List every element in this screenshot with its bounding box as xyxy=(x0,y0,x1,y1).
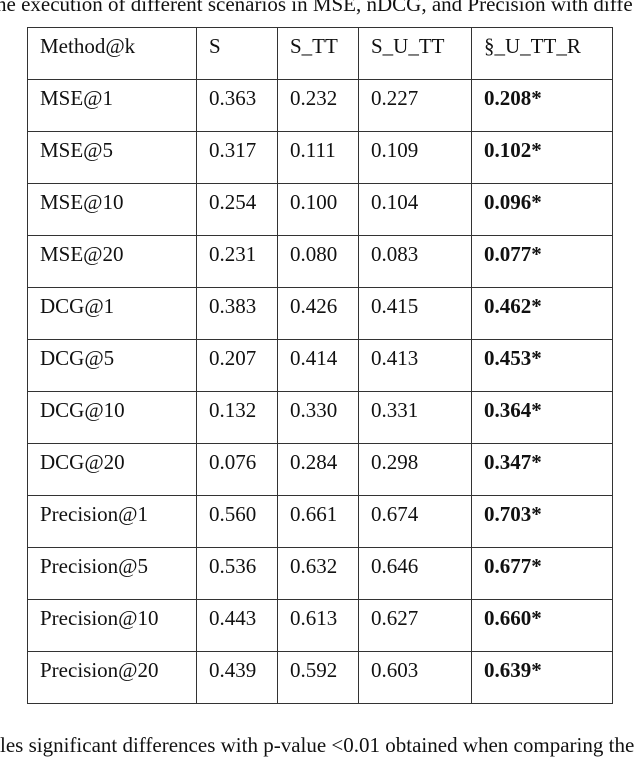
table-row: DCG@10 0.132 0.330 0.331 0.364* xyxy=(27,391,613,444)
table-row: Precision@1 0.560 0.661 0.674 0.703* xyxy=(27,495,613,548)
method-cell: MSE@20 xyxy=(27,235,197,288)
value-cell: 0.080 xyxy=(277,235,359,288)
method-cell: DCG@5 xyxy=(27,339,197,392)
table-row: DCG@1 0.383 0.426 0.415 0.462* xyxy=(27,287,613,340)
value-cell: 0.413 xyxy=(358,339,472,392)
value-cell: 0.298 xyxy=(358,443,472,496)
value-cell: 0.232 xyxy=(277,79,359,132)
value-cell: 0.613 xyxy=(277,599,359,652)
value-cell: 0.560 xyxy=(196,495,278,548)
header-method: Method@k xyxy=(27,27,197,80)
table-row: MSE@10 0.254 0.100 0.104 0.096* xyxy=(27,183,613,236)
table-caption: he execution of different scenarios in M… xyxy=(0,0,633,16)
value-cell: 0.646 xyxy=(358,547,472,600)
best-value-cell: 0.453* xyxy=(471,339,613,392)
table-row: Precision@5 0.536 0.632 0.646 0.677* xyxy=(27,547,613,600)
value-cell: 0.100 xyxy=(277,183,359,236)
best-value-cell: 0.102* xyxy=(471,131,613,184)
value-cell: 0.111 xyxy=(277,131,359,184)
method-cell: Precision@1 xyxy=(27,495,197,548)
value-cell: 0.603 xyxy=(358,651,472,704)
value-cell: 0.592 xyxy=(277,651,359,704)
method-cell: DCG@10 xyxy=(27,391,197,444)
value-cell: 0.383 xyxy=(196,287,278,340)
results-table: Method@k S S_TT S_U_TT §_U_TT_R MSE@1 0.… xyxy=(27,27,613,704)
best-value-cell: 0.677* xyxy=(471,547,613,600)
table-row: DCG@20 0.076 0.284 0.298 0.347* xyxy=(27,443,613,496)
best-value-cell: 0.639* xyxy=(471,651,613,704)
footnote-text: les significant differences with p-value… xyxy=(0,733,635,757)
header-row: Method@k S S_TT S_U_TT §_U_TT_R xyxy=(27,27,613,80)
value-cell: 0.415 xyxy=(358,287,472,340)
table-row: Precision@10 0.443 0.613 0.627 0.660* xyxy=(27,599,613,652)
method-cell: DCG@1 xyxy=(27,287,197,340)
value-cell: 0.426 xyxy=(277,287,359,340)
value-cell: 0.207 xyxy=(196,339,278,392)
value-cell: 0.317 xyxy=(196,131,278,184)
value-cell: 0.536 xyxy=(196,547,278,600)
value-cell: 0.331 xyxy=(358,391,472,444)
table-row: DCG@5 0.207 0.414 0.413 0.453* xyxy=(27,339,613,392)
value-cell: 0.104 xyxy=(358,183,472,236)
header-s-tt: S_TT xyxy=(277,27,359,80)
value-cell: 0.439 xyxy=(196,651,278,704)
value-cell: 0.076 xyxy=(196,443,278,496)
value-cell: 0.363 xyxy=(196,79,278,132)
best-value-cell: 0.208* xyxy=(471,79,613,132)
method-cell: MSE@10 xyxy=(27,183,197,236)
value-cell: 0.231 xyxy=(196,235,278,288)
method-cell: Precision@10 xyxy=(27,599,197,652)
value-cell: 0.632 xyxy=(277,547,359,600)
best-value-cell: 0.347* xyxy=(471,443,613,496)
value-cell: 0.109 xyxy=(358,131,472,184)
method-cell: Precision@20 xyxy=(27,651,197,704)
header-s: S xyxy=(196,27,278,80)
method-cell: MSE@1 xyxy=(27,79,197,132)
header-s-u-tt-r: §_U_TT_R xyxy=(471,27,613,80)
value-cell: 0.284 xyxy=(277,443,359,496)
value-cell: 0.083 xyxy=(358,235,472,288)
value-cell: 0.132 xyxy=(196,391,278,444)
best-value-cell: 0.703* xyxy=(471,495,613,548)
best-value-cell: 0.096* xyxy=(471,183,613,236)
method-cell: DCG@20 xyxy=(27,443,197,496)
value-cell: 0.661 xyxy=(277,495,359,548)
value-cell: 0.330 xyxy=(277,391,359,444)
method-cell: MSE@5 xyxy=(27,131,197,184)
value-cell: 0.674 xyxy=(358,495,472,548)
header-s-u-tt: S_U_TT xyxy=(358,27,472,80)
best-value-cell: 0.660* xyxy=(471,599,613,652)
value-cell: 0.254 xyxy=(196,183,278,236)
table-row: Precision@20 0.439 0.592 0.603 0.639* xyxy=(27,651,613,704)
method-cell: Precision@5 xyxy=(27,547,197,600)
value-cell: 0.627 xyxy=(358,599,472,652)
table-row: MSE@5 0.317 0.111 0.109 0.102* xyxy=(27,131,613,184)
best-value-cell: 0.077* xyxy=(471,235,613,288)
best-value-cell: 0.364* xyxy=(471,391,613,444)
table-row: MSE@1 0.363 0.232 0.227 0.208* xyxy=(27,79,613,132)
best-value-cell: 0.462* xyxy=(471,287,613,340)
value-cell: 0.227 xyxy=(358,79,472,132)
value-cell: 0.414 xyxy=(277,339,359,392)
table-row: MSE@20 0.231 0.080 0.083 0.077* xyxy=(27,235,613,288)
value-cell: 0.443 xyxy=(196,599,278,652)
